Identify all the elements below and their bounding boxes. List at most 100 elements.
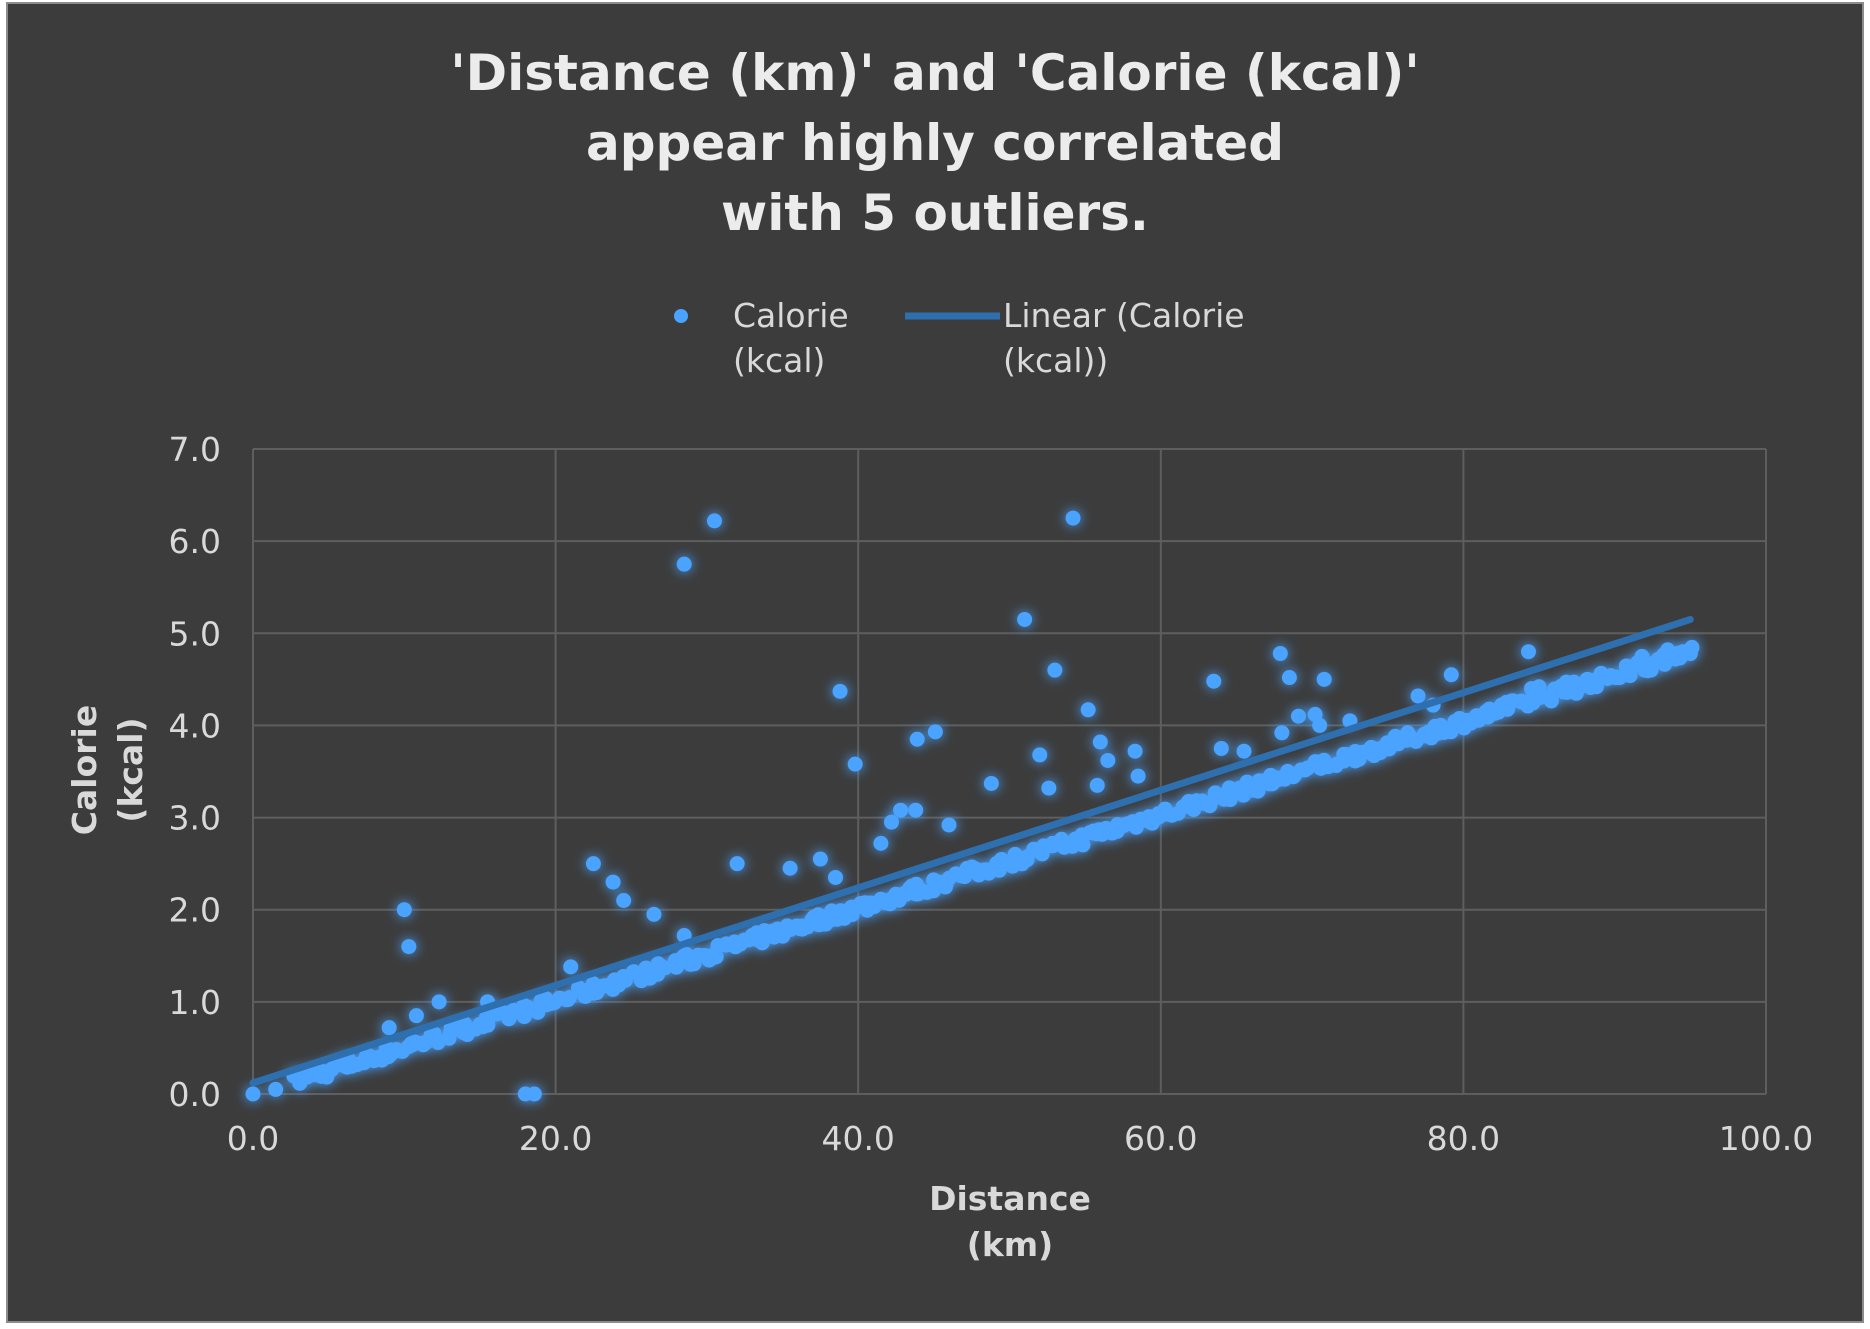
data-point	[908, 802, 924, 818]
data-point	[1579, 671, 1595, 687]
data-point	[1410, 688, 1426, 704]
data-point	[1682, 646, 1698, 662]
data-point	[927, 724, 943, 740]
data-point	[563, 959, 579, 975]
data-point	[914, 883, 930, 899]
x-tick-label: 100.0	[1719, 1119, 1813, 1158]
data-point	[812, 851, 828, 867]
data-point	[1041, 780, 1057, 796]
data-point	[396, 902, 412, 918]
y-tick-label: 4.0	[169, 706, 221, 745]
tick-labels: 0.0 1.0 2.0 3.0 4.0 5.0 6.0 7.0 0.0 20.0 40.0 60.0 8…	[169, 430, 1814, 1158]
y-axis-title-line-2: (kcal)	[111, 717, 150, 822]
legend-label-linear-line-2: (kcal))	[1003, 341, 1108, 380]
data-point	[1433, 717, 1449, 733]
data-point	[1089, 777, 1105, 793]
data-point	[893, 802, 909, 818]
data-point	[1274, 725, 1290, 741]
legend: Calorie (kcal) Linear (Calorie (kcal))	[674, 296, 1245, 380]
gridlines	[252, 448, 1767, 1095]
legend-marker-calorie	[674, 309, 688, 323]
x-tick-label: 60.0	[1124, 1119, 1197, 1158]
data-point	[605, 874, 621, 890]
data-point	[526, 1086, 542, 1102]
data-point	[1443, 667, 1459, 683]
x-axis-title-line-2: (km)	[967, 1225, 1054, 1264]
data-point	[1197, 796, 1213, 812]
data-point	[828, 869, 844, 885]
x-tick-label: 20.0	[519, 1119, 592, 1158]
data-point	[560, 992, 576, 1008]
data-point	[1272, 646, 1288, 662]
data-point	[708, 949, 724, 965]
legend-label-linear-line-1: Linear (Calorie	[1003, 296, 1245, 335]
data-point	[993, 851, 1009, 867]
data-point	[1236, 743, 1252, 759]
y-tick-label: 7.0	[169, 430, 221, 469]
y-axis-title-line-1: Calorie	[65, 705, 104, 835]
data-point	[585, 856, 601, 872]
data-point	[676, 556, 692, 572]
data-point	[941, 817, 957, 833]
data-point	[873, 835, 889, 851]
chart-title-line-3: with 5 outliers.	[721, 184, 1149, 242]
data-point	[245, 1086, 261, 1102]
data-point	[1622, 668, 1638, 684]
x-tick-label: 40.0	[821, 1119, 894, 1158]
data-point	[1017, 611, 1033, 627]
data-point	[1127, 743, 1143, 759]
y-tick-label: 6.0	[169, 522, 221, 561]
data-point	[1316, 671, 1332, 687]
data-point	[1651, 651, 1667, 667]
data-point	[1520, 644, 1536, 660]
data-point	[782, 860, 798, 876]
x-axis-title-line-1: Distance	[929, 1179, 1091, 1218]
data-point	[983, 775, 999, 791]
data-point	[1336, 746, 1352, 762]
data-point	[408, 1008, 424, 1024]
data-point	[1092, 734, 1108, 750]
chart-title-line-1: 'Distance (km)' and 'Calorie (kcal)'	[450, 44, 1419, 102]
data-point	[646, 906, 662, 922]
data-points	[245, 510, 1700, 1102]
y-tick-label: 3.0	[169, 799, 221, 838]
data-point	[616, 893, 632, 908]
data-point	[909, 731, 925, 747]
data-point	[668, 959, 684, 975]
y-tick-label: 1.0	[169, 983, 221, 1022]
data-point	[1032, 747, 1048, 763]
data-point	[1251, 773, 1267, 789]
data-point	[1290, 708, 1306, 724]
data-point	[431, 994, 447, 1010]
data-point	[268, 1081, 284, 1097]
data-point	[1017, 853, 1033, 869]
data-point	[1100, 752, 1116, 768]
data-point	[754, 935, 770, 951]
data-point	[1080, 702, 1096, 718]
y-tick-label: 0.0	[169, 1075, 221, 1114]
y-tick-label: 2.0	[169, 891, 221, 930]
data-point	[847, 756, 863, 772]
y-tick-label: 5.0	[169, 614, 221, 653]
data-point	[1531, 679, 1547, 695]
data-point	[1566, 674, 1582, 690]
data-point	[1281, 670, 1297, 686]
data-point	[1206, 673, 1222, 689]
x-tick-label: 80.0	[1427, 1119, 1500, 1158]
data-point	[1065, 510, 1081, 526]
data-point	[381, 1020, 397, 1036]
data-point	[1213, 740, 1229, 756]
data-point	[1130, 768, 1146, 784]
data-point	[832, 683, 848, 699]
data-point	[1075, 837, 1091, 853]
data-point	[706, 513, 722, 529]
linear-trendline	[249, 615, 1694, 1087]
data-point	[401, 939, 417, 955]
data-point	[1047, 662, 1063, 678]
data-point	[1312, 717, 1328, 733]
x-tick-label: 0.0	[227, 1119, 279, 1158]
legend-label-calorie-line-1: Calorie	[733, 296, 849, 335]
data-point	[729, 856, 745, 872]
legend-label-calorie-line-2: (kcal)	[733, 341, 825, 380]
data-point	[883, 814, 899, 830]
